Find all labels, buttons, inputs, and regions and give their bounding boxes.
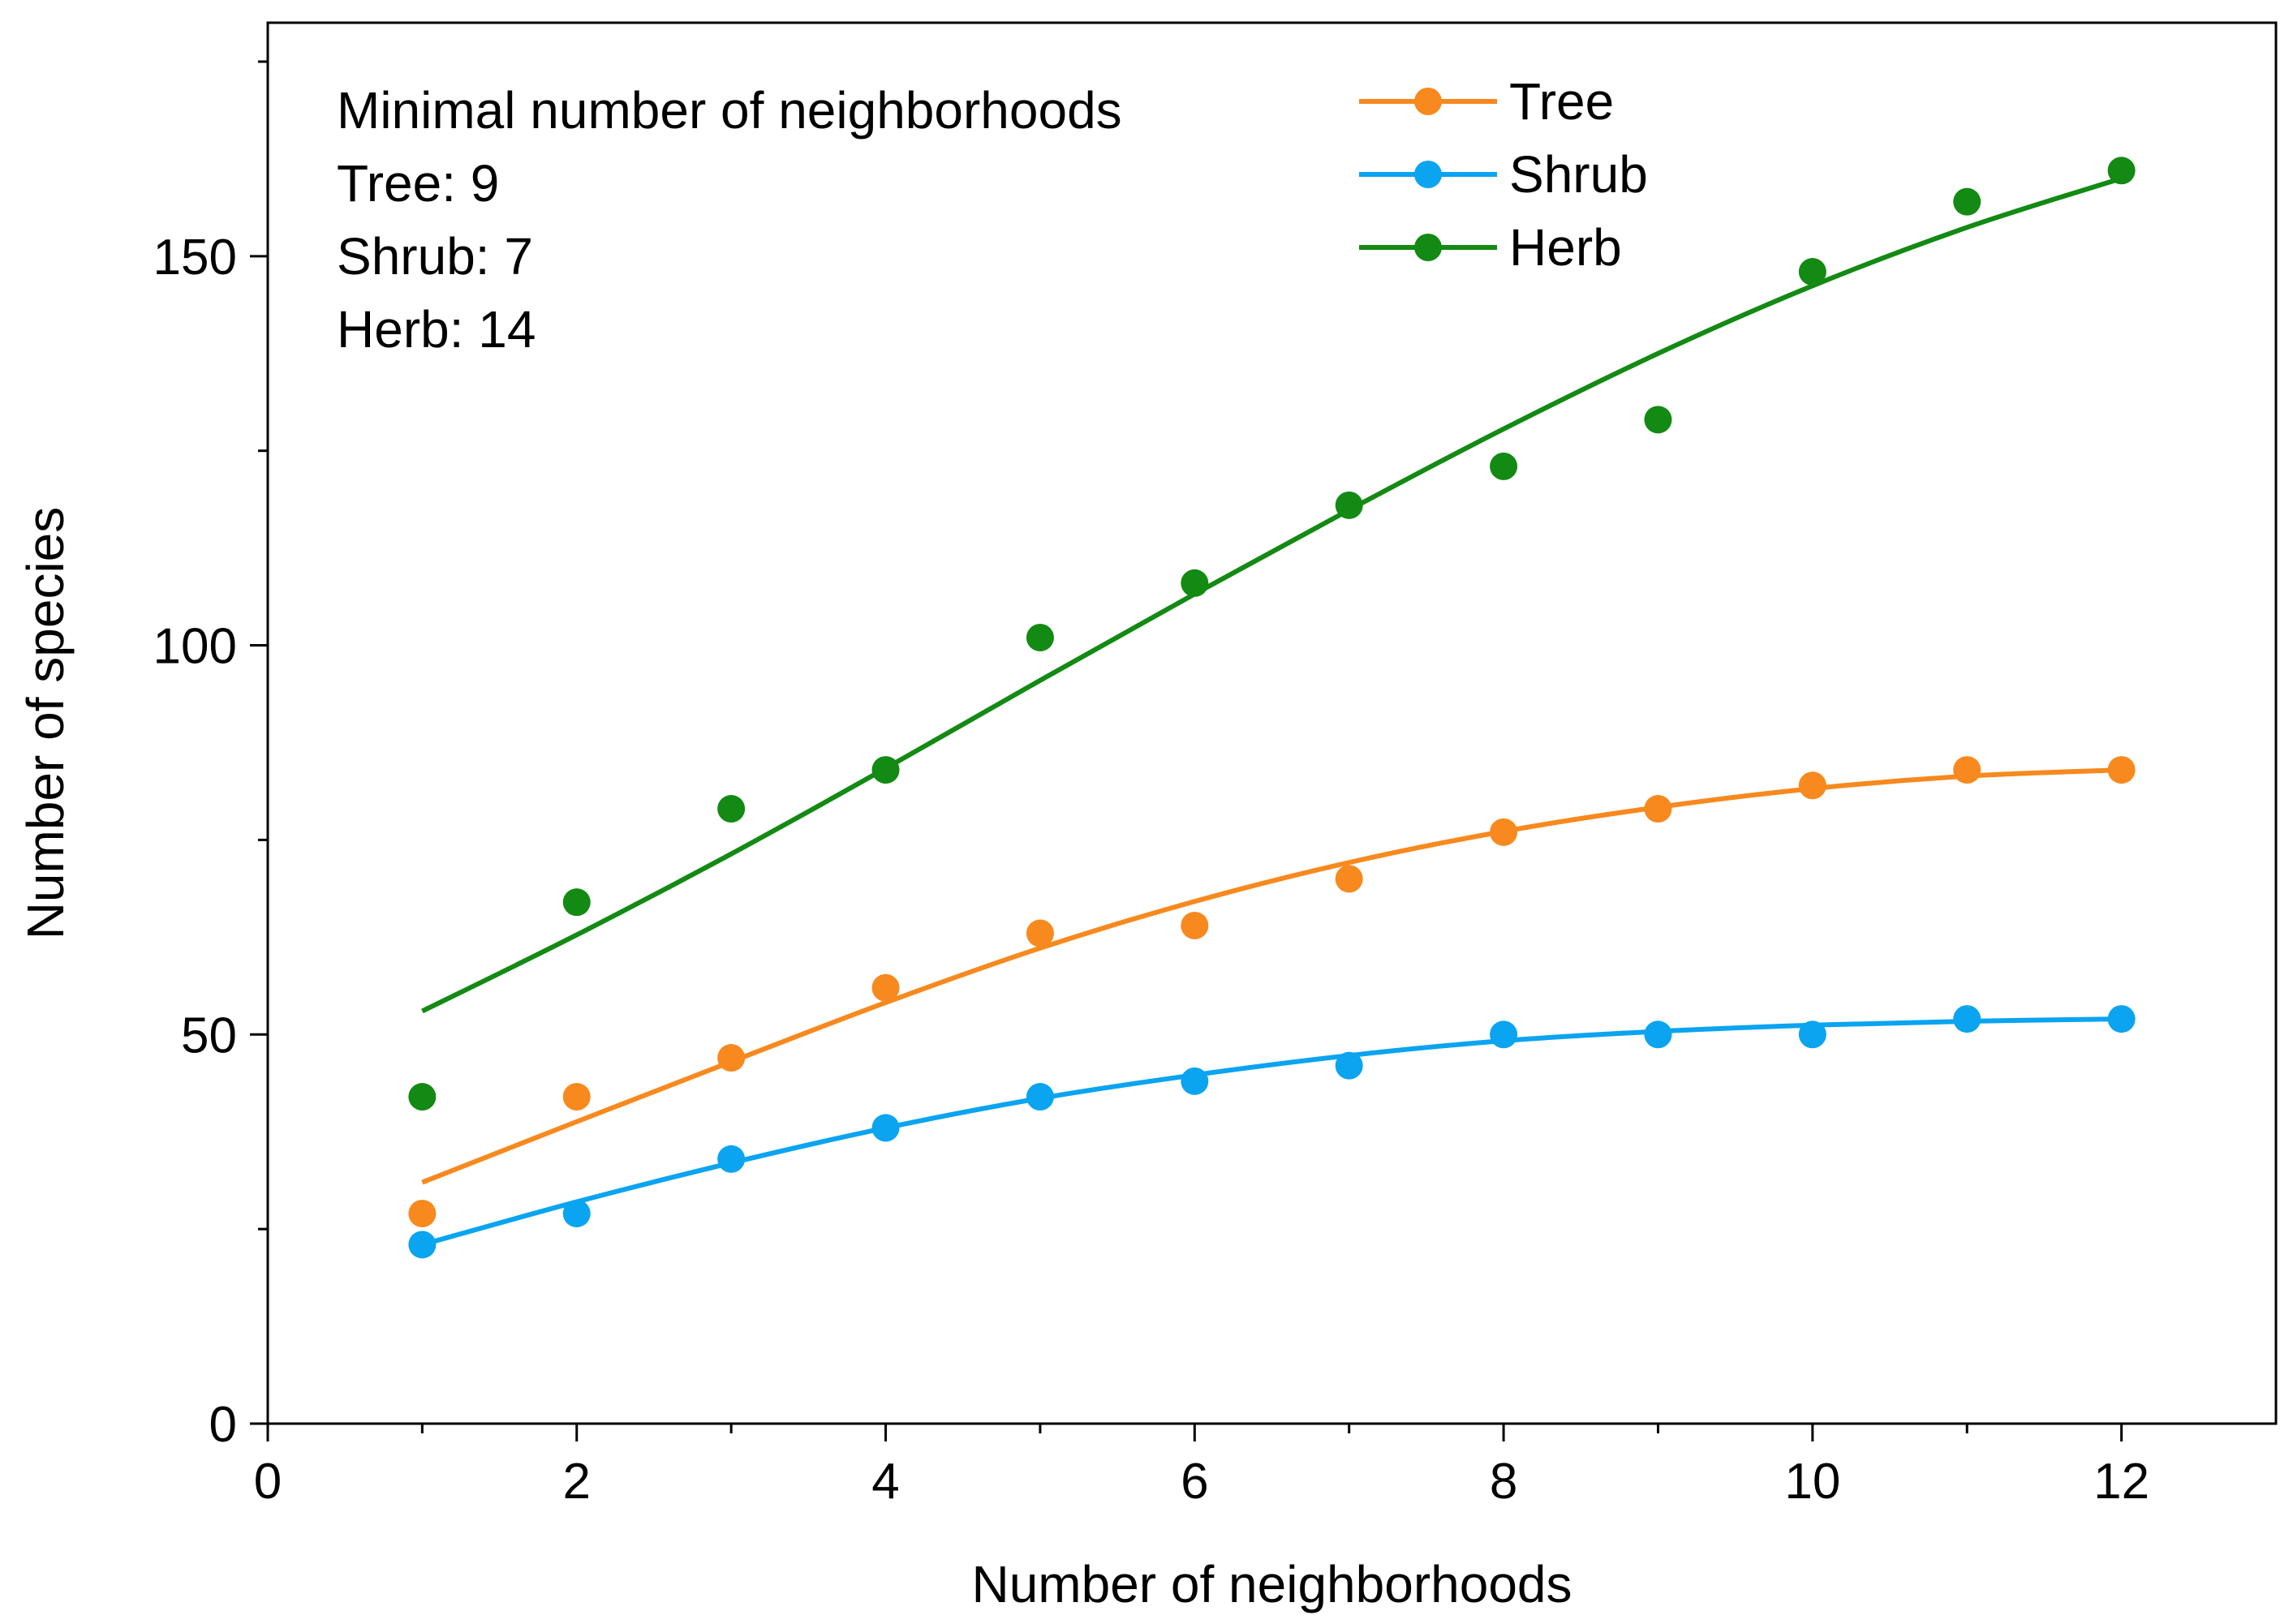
- point-herb-11: [1953, 187, 1981, 216]
- x-tick-label-6: 6: [1181, 1454, 1208, 1510]
- point-herb-12: [2107, 157, 2136, 185]
- point-tree-10: [1798, 771, 1826, 800]
- point-herb-2: [562, 888, 591, 917]
- point-tree-5: [1026, 919, 1054, 947]
- point-shrub-12: [2107, 1005, 2136, 1033]
- point-tree-8: [1490, 818, 1518, 846]
- point-herb-7: [1335, 491, 1363, 519]
- x-tick-label-8: 8: [1490, 1454, 1517, 1510]
- y-axis-ticks: 0 50 100 150: [153, 60, 268, 1453]
- point-shrub-6: [1181, 1067, 1209, 1095]
- x-tick-label-10: 10: [1784, 1454, 1840, 1510]
- annotation-tree: Tree: 9: [337, 154, 499, 213]
- point-herb-4: [871, 756, 900, 784]
- point-herb-5: [1026, 623, 1054, 651]
- y-tick-label-100: 100: [153, 619, 237, 675]
- point-tree-2: [562, 1083, 591, 1111]
- y-tick-label-0: 0: [209, 1397, 237, 1453]
- point-tree-9: [1644, 795, 1672, 823]
- point-herb-6: [1181, 569, 1209, 597]
- legend-item-tree: Tree: [1359, 72, 1614, 131]
- annotation-title: Minimal number of neighborhoods: [337, 81, 1122, 140]
- point-tree-11: [1953, 756, 1981, 784]
- point-tree-6: [1181, 911, 1209, 939]
- x-axis-ticks: 0 2 4 6 8 10 12: [254, 1424, 2149, 1510]
- legend-item-herb: Herb: [1359, 218, 1622, 277]
- point-tree-4: [871, 973, 900, 1002]
- x-tick-label-12: 12: [2093, 1454, 2149, 1510]
- point-shrub-9: [1644, 1020, 1672, 1049]
- legend: Tree Shrub Herb: [1359, 72, 1648, 277]
- point-herb-10: [1798, 258, 1826, 286]
- legend-tree-label: Tree: [1509, 72, 1614, 131]
- x-tick-label-4: 4: [871, 1454, 899, 1510]
- legend-herb-label: Herb: [1509, 218, 1622, 277]
- point-shrub-3: [717, 1145, 746, 1173]
- y-tick-label-150: 150: [153, 230, 237, 286]
- point-tree-3: [717, 1044, 746, 1072]
- point-shrub-2: [562, 1199, 591, 1227]
- x-tick-label-2: 2: [563, 1454, 591, 1510]
- point-shrub-10: [1798, 1020, 1826, 1049]
- legend-shrub-marker: [1414, 161, 1442, 188]
- point-tree-1: [408, 1199, 437, 1227]
- point-herb-8: [1490, 452, 1518, 480]
- point-shrub-11: [1953, 1005, 1981, 1033]
- point-herb-9: [1644, 406, 1672, 434]
- annotation-block: Minimal number of neighborhoods Tree: 9 …: [337, 81, 1122, 359]
- point-shrub-4: [871, 1114, 900, 1142]
- point-shrub-1: [408, 1231, 437, 1259]
- point-tree-12: [2107, 756, 2136, 784]
- y-tick-label-50: 50: [181, 1007, 237, 1063]
- data-points: [408, 157, 2136, 1259]
- plot-frame: [266, 21, 2278, 1425]
- legend-item-shrub: Shrub: [1359, 145, 1648, 204]
- point-shrub-5: [1026, 1083, 1054, 1111]
- point-shrub-7: [1335, 1051, 1363, 1080]
- point-herb-3: [717, 795, 746, 823]
- legend-shrub-label: Shrub: [1509, 145, 1648, 204]
- fit-line-herb: [421, 176, 2123, 1014]
- legend-tree-marker: [1414, 88, 1442, 115]
- annotation-shrub: Shrub: 7: [337, 227, 533, 286]
- point-shrub-8: [1490, 1020, 1518, 1049]
- point-herb-1: [408, 1083, 437, 1111]
- annotation-herb: Herb: 14: [337, 300, 536, 359]
- point-tree-7: [1335, 865, 1363, 893]
- x-axis-title: Number of neighborhoods: [971, 1555, 1572, 1613]
- legend-herb-marker: [1414, 234, 1442, 261]
- y-axis-title: Number of species: [16, 507, 75, 940]
- x-tick-label-0: 0: [254, 1454, 282, 1510]
- fit-line-shrub: [421, 1016, 2122, 1248]
